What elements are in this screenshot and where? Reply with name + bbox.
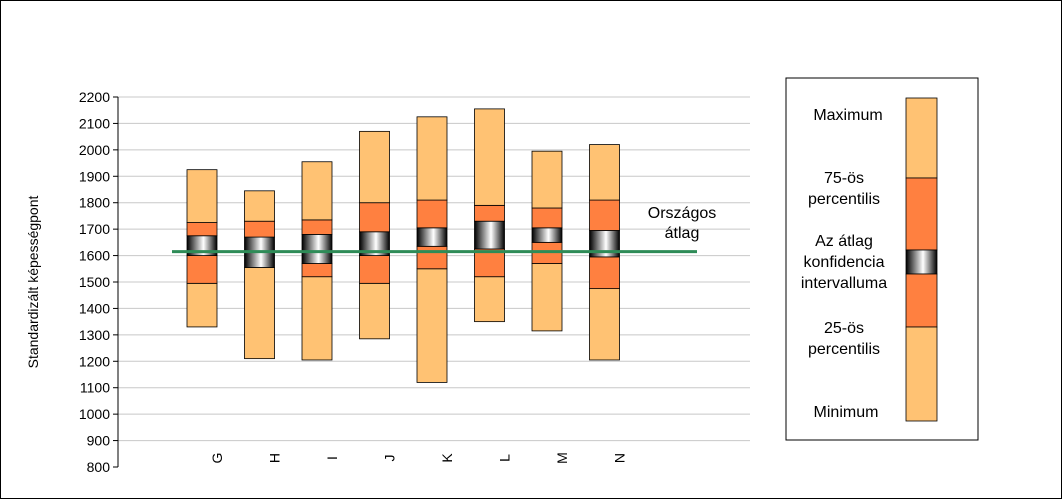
box-lower-inner	[359, 255, 390, 284]
box-upper-outer	[359, 130, 390, 204]
legend-ci-line1: Az átlag	[815, 233, 873, 250]
box-L	[474, 108, 505, 323]
box-upper-outer	[531, 150, 563, 209]
y-tick-label: 1400	[79, 300, 110, 316]
y-tick-label: 2100	[79, 115, 110, 131]
legend-swatch-ci	[905, 249, 938, 275]
box-confidence-interval	[531, 227, 563, 243]
legend-p25-line1: 25-ös	[824, 320, 864, 337]
y-tick-label: 1100	[80, 380, 110, 396]
legend-swatch-upper-outer	[905, 97, 938, 179]
box-N	[589, 144, 620, 361]
box-confidence-interval	[474, 220, 505, 250]
box-upper-inner	[359, 202, 390, 233]
legend-p75-line2: percentilis	[808, 191, 880, 208]
reference-label-line2: átlag	[665, 225, 700, 242]
box-lower-outer	[301, 276, 333, 361]
box-K	[416, 116, 448, 383]
box-upper-outer	[416, 116, 448, 201]
x-tick-label: L	[497, 454, 513, 462]
box-upper-outer	[301, 161, 333, 221]
box-lower-outer	[474, 276, 505, 323]
box-upper-inner	[474, 204, 505, 222]
box-upper-outer	[589, 144, 620, 201]
box-upper-inner	[186, 222, 218, 237]
y-tick-label: 1800	[79, 195, 110, 211]
box-J	[359, 130, 390, 340]
x-tick-label: K	[439, 453, 455, 463]
box-upper-inner	[301, 219, 333, 235]
legend-maximum: Maximum	[813, 107, 882, 124]
box-upper-outer	[474, 108, 505, 206]
y-axis: 800 900 1000 1100 1200 1300 1400 1500 1600 1700 18…	[79, 89, 119, 475]
box-lower-outer	[359, 282, 390, 340]
legend-swatch-upper-inner	[905, 177, 938, 251]
y-tick-label: 1200	[79, 353, 110, 369]
box-lower-outer	[531, 263, 563, 332]
box-upper-inner	[589, 199, 620, 231]
box-lower-inner	[416, 245, 448, 270]
legend-ci-line3: intervalluma	[801, 275, 887, 292]
box-lower-outer	[589, 288, 620, 361]
y-axis-label: Standardizált képességpont	[25, 196, 41, 369]
legend-p25-line2: percentilis	[808, 341, 880, 358]
box-upper-inner	[531, 207, 563, 229]
box-upper-inner	[416, 199, 448, 229]
box-lower-inner	[301, 263, 333, 278]
y-tick-label: 1900	[79, 168, 110, 184]
box-lower-outer	[244, 267, 275, 360]
x-tick-label: H	[267, 453, 283, 463]
box-G	[186, 169, 218, 328]
y-tick-label: 1000	[79, 406, 110, 422]
box-I	[301, 161, 333, 361]
box-confidence-interval	[301, 234, 333, 264]
legend-ci-line2: konfidencia	[804, 254, 885, 271]
legend-swatch-lower-outer	[905, 326, 938, 422]
y-tick-label: 2000	[79, 142, 110, 158]
box-upper-inner	[244, 220, 275, 238]
y-tick-label: 1600	[79, 248, 110, 264]
y-tick-label: 1300	[79, 327, 110, 343]
box-upper-outer	[186, 169, 218, 223]
x-tick-label: N	[612, 453, 628, 463]
y-tick-label: 1700	[79, 221, 110, 237]
box-lower-outer	[186, 282, 218, 328]
y-tick-label: 2200	[79, 89, 110, 105]
box-lower-inner	[186, 255, 218, 284]
box-lower-inner	[474, 248, 505, 278]
x-tick-label: I	[324, 456, 340, 460]
reference-label: Országos átlag	[648, 205, 716, 242]
legend-swatch-lower-inner	[905, 273, 938, 328]
y-tick-label: 800	[87, 459, 111, 475]
x-tick-label: J	[382, 455, 398, 462]
reference-label-line1: Országos	[648, 205, 716, 222]
x-tick-label: G	[209, 453, 225, 464]
box-lower-inner	[589, 256, 620, 290]
legend-frame	[785, 77, 979, 441]
box-confidence-interval	[416, 227, 448, 247]
boxes	[172, 108, 697, 383]
box-lower-outer	[416, 268, 448, 383]
y-tick-label: 1500	[79, 274, 110, 290]
box-M	[531, 150, 563, 332]
box-H	[244, 190, 275, 360]
legend-minimum: Minimum	[814, 404, 879, 421]
x-tick-label: M	[554, 452, 570, 464]
legend: Maximum 75-ös percentilis Az átlag konfi…	[785, 77, 979, 441]
y-tick-label: 900	[87, 433, 111, 449]
x-axis-labels: G H I J K L M N	[209, 452, 628, 464]
legend-p75-line1: 75-ös	[824, 170, 864, 187]
box-upper-outer	[244, 190, 275, 222]
